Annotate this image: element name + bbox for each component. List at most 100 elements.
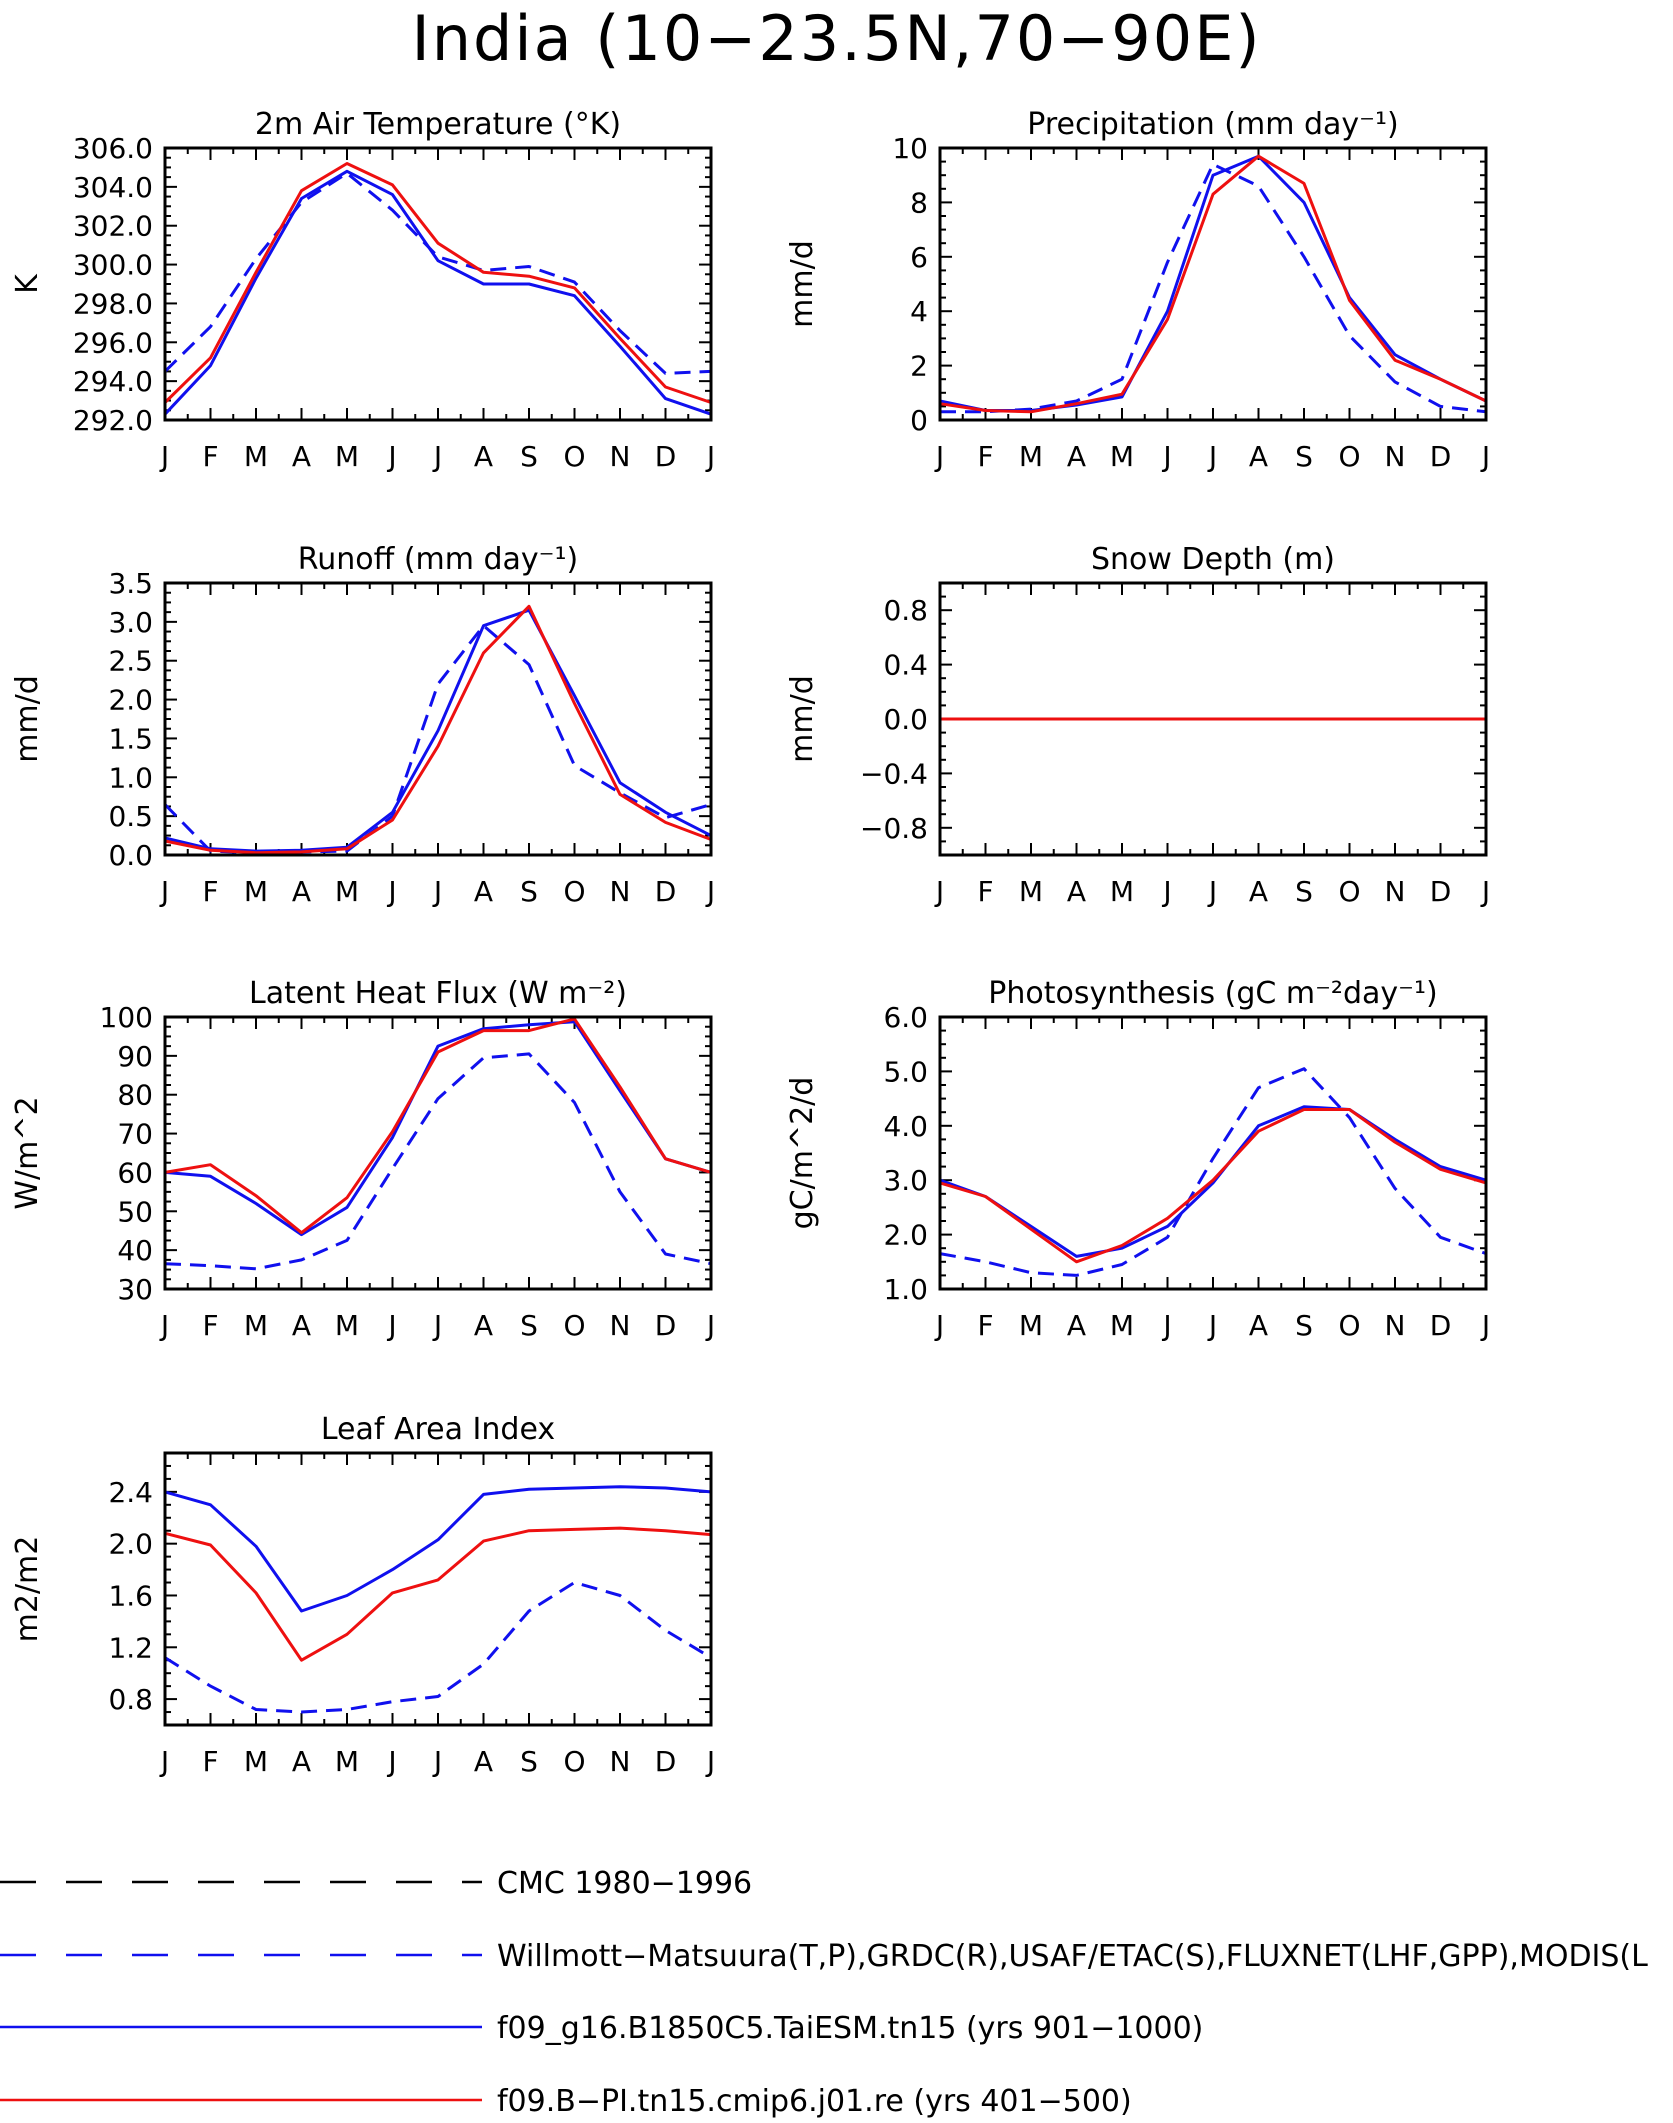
plot-frame — [163, 1451, 713, 1727]
x-tick-label: S — [1295, 875, 1313, 908]
y-tick-label: 296.0 — [73, 326, 153, 359]
series-line-cesm — [163, 162, 712, 404]
y-tick-label: 40 — [117, 1234, 153, 1267]
plot-frame — [938, 1015, 1488, 1291]
x-tick-label: M — [1019, 875, 1043, 908]
y-tick-label: 100 — [100, 1001, 153, 1034]
y-tick-label: 60 — [117, 1156, 153, 1189]
y-tick-label: 2.5 — [108, 645, 153, 678]
y-tick-label: 3.0 — [883, 1164, 928, 1197]
x-tick-label: M — [1110, 440, 1134, 473]
x-tick-label: M — [335, 1309, 359, 1342]
y-tick-label: 8 — [910, 186, 928, 219]
series-line-cesm — [164, 1526, 712, 1662]
series-line-taiesm — [939, 1105, 1487, 1258]
y-tick-label: 30 — [117, 1273, 153, 1306]
x-tick-label: N — [1385, 1309, 1406, 1342]
x-tick-label: M — [244, 875, 268, 908]
x-tick-label: A — [1249, 1309, 1268, 1342]
y-tick-label: 294.0 — [73, 365, 153, 398]
x-tick-label: M — [335, 440, 359, 473]
x-tick-label: D — [655, 875, 677, 908]
y-tick-label: 0.8 — [108, 1683, 153, 1716]
y-tick-label: 0.8 — [883, 594, 928, 627]
x-tick-label: J — [159, 875, 169, 908]
plot-frame — [938, 581, 1488, 857]
y-tick-label: 6 — [910, 241, 928, 274]
x-tick-label: J — [705, 1309, 715, 1342]
x-tick-label: M — [244, 1309, 268, 1342]
series-line-cesm — [164, 604, 712, 855]
y-tick-label: 3.5 — [108, 567, 153, 600]
panel-photosynthesis: Photosynthesis (gC m⁻²day⁻¹)gC/m^2/dJ F M A… — [785, 976, 1490, 1342]
y-tick-label: 0.4 — [883, 649, 928, 682]
x-tick-label: D — [655, 1309, 677, 1342]
x-tick-label: N — [1385, 440, 1406, 473]
plot-frame — [938, 146, 1488, 422]
legend-label: f09_g16.B1850C5.TaiESM.tn15 (yrs 901−100… — [497, 2011, 1203, 2046]
y-tick-label: 2.0 — [883, 1219, 928, 1252]
y-tick-label: 70 — [117, 1118, 153, 1151]
x-tick-label: D — [1430, 440, 1452, 473]
y-tick-label: 4 — [910, 295, 928, 328]
x-tick-label: A — [474, 1309, 493, 1342]
y-tick-label: 2 — [910, 350, 928, 383]
y-tick-label: −0.8 — [860, 812, 928, 845]
x-tick-label: S — [520, 1309, 538, 1342]
y-tick-label: 80 — [117, 1079, 153, 1112]
legend-label: CMC 1980−1996 — [497, 1866, 752, 1901]
series-line-taiesm — [164, 1485, 712, 1613]
x-tick-label: J — [934, 440, 944, 473]
x-tick-label: F — [202, 1309, 218, 1342]
x-tick-label: J — [159, 1745, 169, 1778]
series-line-cesm — [939, 1108, 1487, 1264]
x-tick-label: S — [520, 1745, 538, 1778]
x-tick-label: J — [1480, 875, 1490, 908]
y-tick-label: 50 — [117, 1195, 153, 1228]
x-tick-label: A — [1067, 875, 1086, 908]
x-tick-label: O — [563, 1745, 585, 1778]
series-line-obs — [940, 162, 1487, 414]
x-tick-label: J — [386, 1745, 396, 1778]
y-axis-label: K — [10, 273, 45, 294]
x-tick-label: J — [705, 440, 715, 473]
x-tick-label: D — [655, 440, 677, 473]
plot-frame — [163, 1015, 713, 1291]
x-tick-label: S — [520, 875, 538, 908]
x-tick-label: M — [1019, 1309, 1043, 1342]
x-tick-label: J — [159, 1309, 169, 1342]
panel-title: Runoff (mm day⁻¹) — [298, 542, 579, 577]
x-tick-label: O — [563, 1309, 585, 1342]
panel-snow-depth: Snow Depth (m)mm/dJ F M A M J J A S O N D J−0.8−0.40… — [785, 542, 1490, 908]
x-tick-label: J — [386, 1309, 396, 1342]
plot-frame — [163, 581, 713, 857]
series-line-taiesm — [163, 169, 712, 416]
x-tick-label: J — [934, 1309, 944, 1342]
x-tick-label: J — [386, 875, 396, 908]
y-tick-label: 90 — [117, 1040, 153, 1073]
y-tick-label: 0.0 — [883, 703, 928, 736]
y-axis-label: W/m^2 — [10, 1096, 45, 1209]
panel-title: Leaf Area Index — [321, 1412, 555, 1447]
x-tick-label: M — [335, 875, 359, 908]
x-tick-label: J — [1207, 440, 1217, 473]
x-tick-label: A — [292, 875, 311, 908]
x-tick-label: O — [1338, 875, 1360, 908]
x-tick-label: M — [244, 1745, 268, 1778]
y-tick-label: 0.5 — [108, 800, 153, 833]
series-line-cesm — [939, 154, 1487, 414]
series-line-taiesm — [164, 1020, 712, 1237]
page-title: India (10−23.5N,70−90E) — [411, 2, 1262, 75]
y-tick-label: 1.5 — [108, 722, 153, 755]
panel-latent-heat-flux: Latent Heat Flux (W m⁻²)W/m^2J F M A M J J A S O N… — [10, 976, 715, 1342]
legend-item-cesm: f09.B−PI.tn15.cmip6.j01.re (yrs 401−500) — [0, 2084, 1132, 2119]
x-tick-label: M — [244, 440, 268, 473]
x-tick-label: S — [1295, 1309, 1313, 1342]
panel-title: Precipitation (mm day⁻¹) — [1027, 107, 1398, 142]
x-tick-label: A — [1249, 875, 1268, 908]
y-tick-label: −0.4 — [860, 757, 928, 790]
panel-title: Snow Depth (m) — [1091, 542, 1335, 577]
y-tick-label: 1.6 — [108, 1579, 153, 1612]
